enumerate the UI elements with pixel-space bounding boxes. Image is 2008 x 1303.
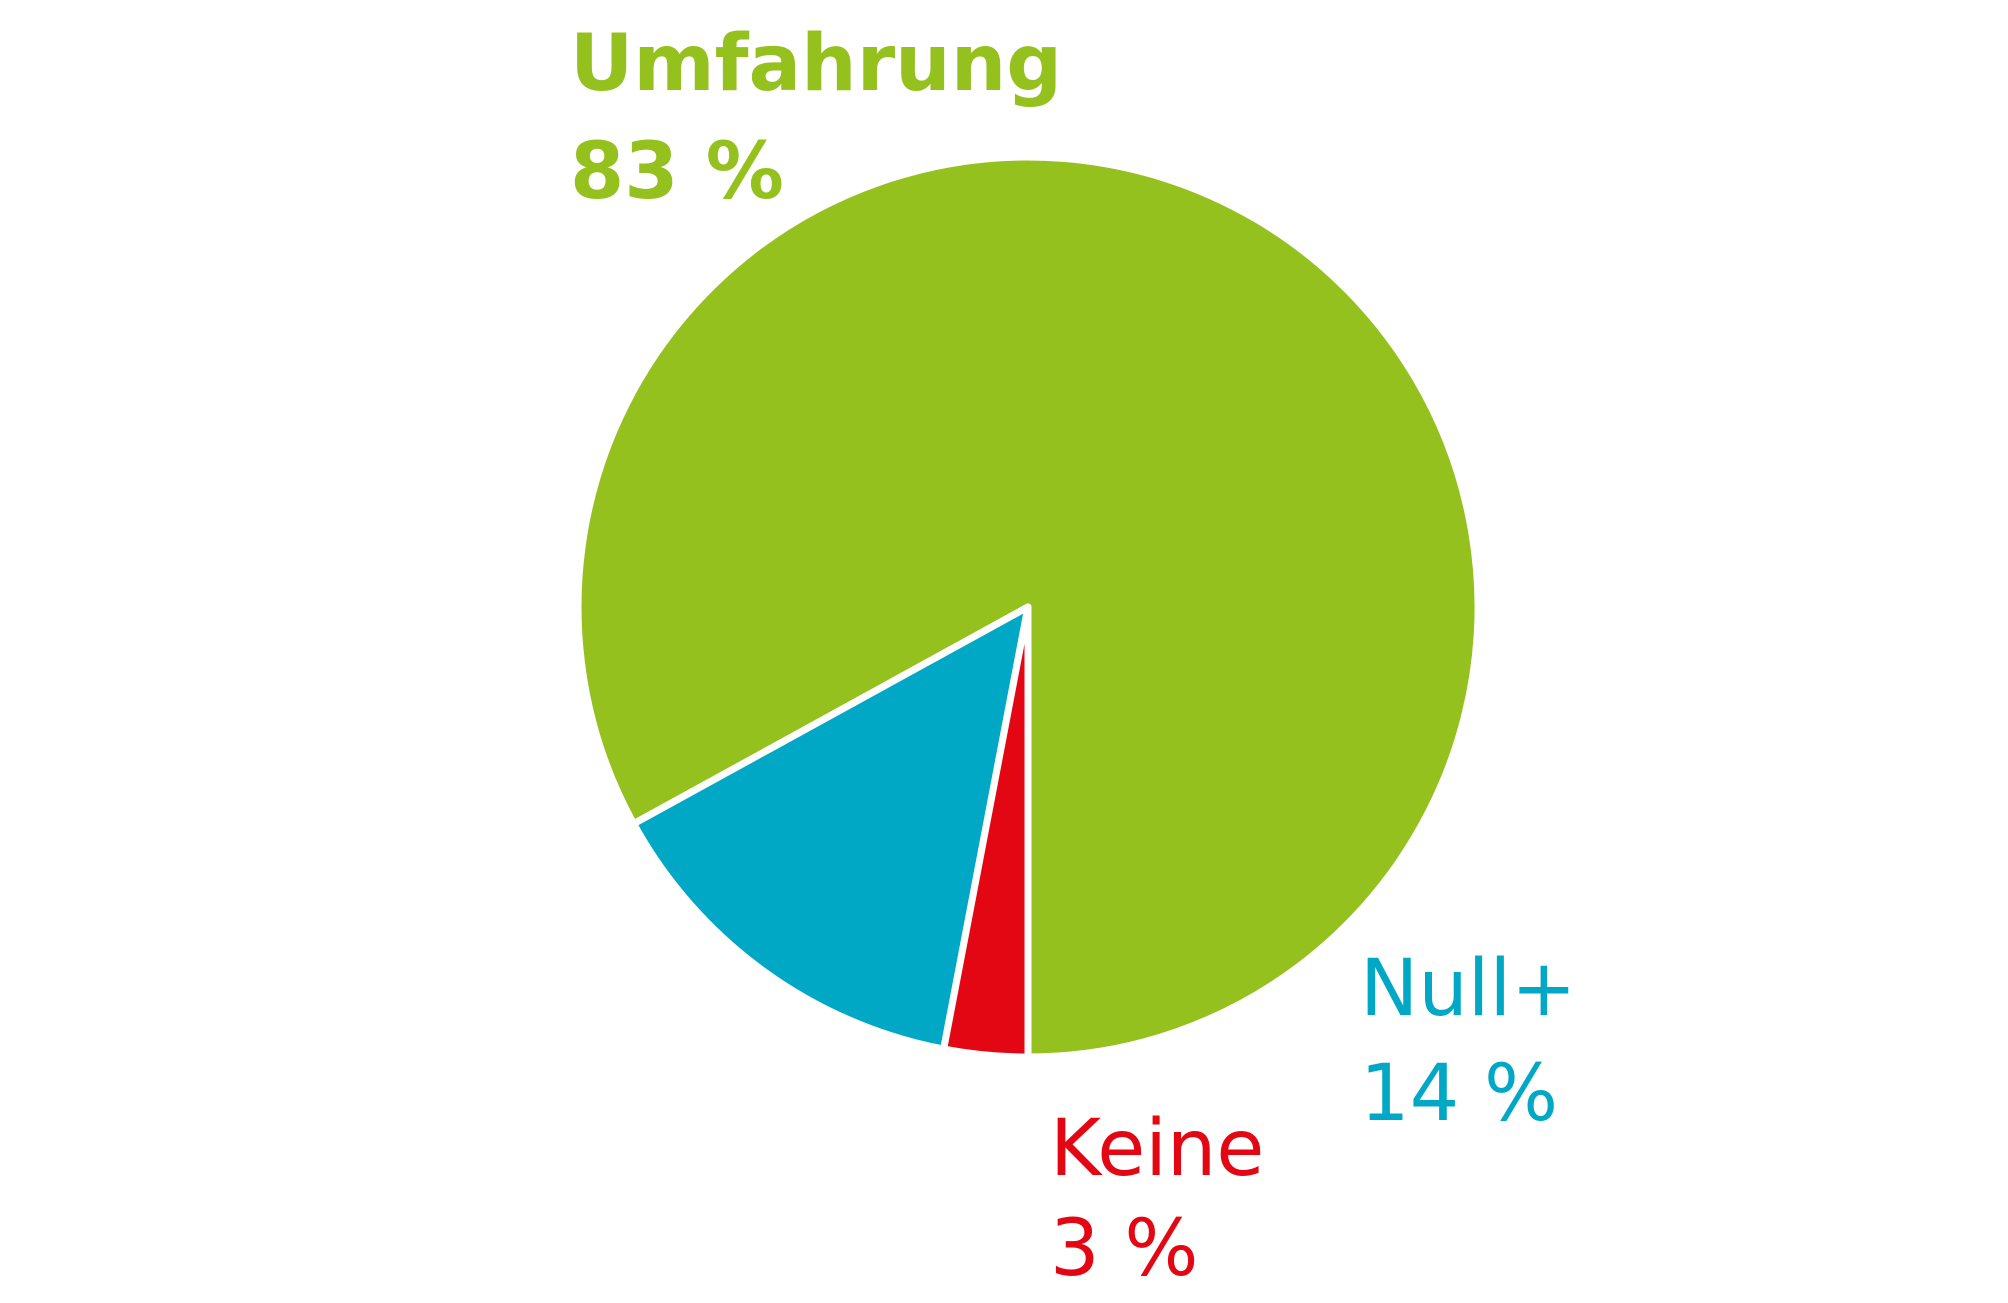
slice-name-umfahrung: Umfahrung xyxy=(570,19,1062,109)
pie-slice-keine xyxy=(940,603,1032,1061)
slice-name-keine: Keine xyxy=(1050,1104,1264,1194)
slice-value-umfahrung: 83 % xyxy=(570,127,784,217)
slice-label-umfahrung: Umfahrung 83 % xyxy=(570,19,1062,217)
slice-value-keine: 3 % xyxy=(1050,1204,1199,1294)
slice-label-keine: Keine 3 % xyxy=(1050,1104,1264,1294)
slice-value-null-plus: 14 % xyxy=(1360,1049,1558,1139)
pie-slice-null-plus xyxy=(630,603,1032,1053)
pie-slices xyxy=(574,153,1482,1061)
slice-name-null-plus: Null+ xyxy=(1360,944,1576,1034)
slice-label-null-plus: Null+ 14 % xyxy=(1360,944,1576,1139)
